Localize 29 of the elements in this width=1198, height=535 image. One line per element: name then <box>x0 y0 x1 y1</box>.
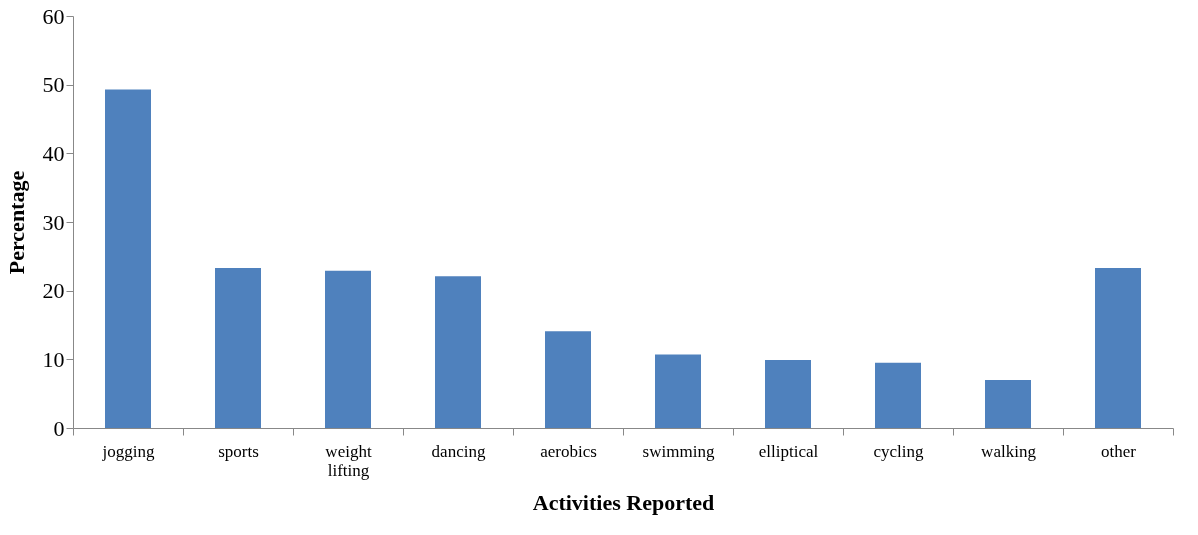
bar <box>105 89 151 428</box>
bar <box>545 331 591 428</box>
x-tick-label: dancing <box>431 441 486 461</box>
bar <box>985 379 1031 428</box>
x-tick-label: cycling <box>873 441 925 461</box>
x-axis-title: Activities Reported <box>532 489 715 515</box>
y-tick-label: 20 <box>42 278 65 304</box>
y-tick-label: 60 <box>42 3 65 29</box>
bar <box>215 268 261 428</box>
bar <box>1095 268 1141 428</box>
x-tick-label: jogging <box>101 441 155 461</box>
x-tick-label: sports <box>218 441 259 461</box>
bar <box>435 276 481 428</box>
x-tick-label: weight lifting <box>325 441 372 480</box>
y-tick-label: 30 <box>42 209 65 235</box>
x-tick-label: aerobics <box>540 441 597 461</box>
bar <box>875 362 921 428</box>
x-tick-label: walking <box>981 441 1037 461</box>
bar <box>325 270 371 428</box>
y-tick-label: 0 <box>53 415 65 441</box>
y-axis-title: Percentage <box>3 170 29 275</box>
x-tick-label: swimming <box>642 441 715 461</box>
y-tick-label: 40 <box>42 140 65 166</box>
x-tick-label: elliptical <box>758 441 819 461</box>
bar <box>655 354 701 428</box>
y-tick-label: 10 <box>42 346 65 372</box>
y-tick-label: 50 <box>42 72 65 98</box>
x-tick-label: other <box>1101 441 1137 461</box>
bar <box>765 360 811 428</box>
